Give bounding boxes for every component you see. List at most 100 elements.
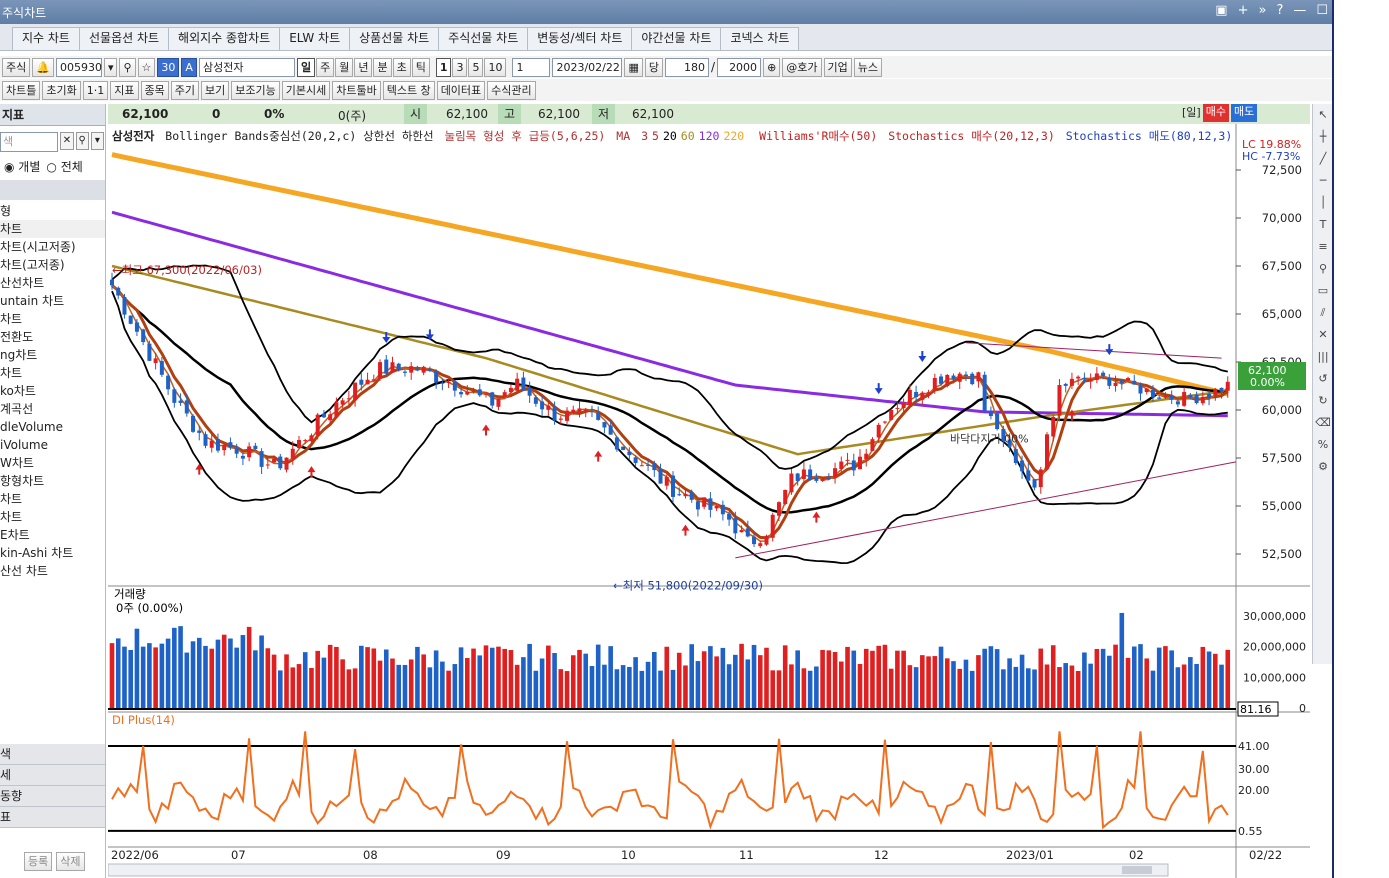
tab-6[interactable]: 변동성/섹터 차트 (527, 27, 633, 50)
hoga-button[interactable]: @호가 (782, 57, 822, 77)
undo-icon[interactable]: ↺ (1318, 372, 1328, 385)
toolbar2-button-10[interactable]: 텍스트 창 (382, 80, 435, 100)
indicator-section[interactable]: 색 (0, 744, 105, 765)
interval-button-3[interactable]: 10 (484, 57, 507, 77)
register-button[interactable]: 등록 (24, 852, 53, 871)
horizontal-line-icon[interactable]: ─ (1319, 174, 1327, 187)
multiplier-select[interactable]: 1 (512, 57, 551, 77)
text-icon[interactable]: T (1319, 218, 1327, 231)
tab-2[interactable]: 해외지수 종합차트 (168, 27, 281, 50)
indicator-item[interactable]: W차트 (0, 456, 34, 470)
cursor-icon[interactable]: ↖ (1318, 108, 1328, 121)
tab-4[interactable]: 상품선물 차트 (349, 27, 440, 50)
indicator-item[interactable]: kin-Ashi 차트 (0, 546, 74, 560)
crosshair-icon[interactable]: ┼ (1319, 130, 1327, 143)
toolbar2-button-5[interactable]: 주기 (170, 80, 199, 100)
layout-icon[interactable]: ▣ (1215, 3, 1228, 18)
tab-1[interactable]: 선물옵션 차트 (78, 27, 170, 50)
rectangle-icon[interactable]: ▭ (1317, 284, 1329, 297)
indicator-section[interactable]: 동향 (0, 786, 105, 807)
indicator-item[interactable]: E차트 (0, 528, 30, 542)
indicator-item[interactable]: iVolume (0, 438, 48, 452)
gann-icon[interactable]: ✕ (1318, 328, 1328, 341)
code-input[interactable]: 005930 (55, 57, 102, 77)
radio-individual[interactable]: ◉ 개별 (4, 160, 41, 174)
date-input[interactable]: 2023/02/22 (552, 57, 623, 77)
search-icon[interactable]: ⚲ (75, 132, 89, 150)
indicator-item[interactable]: untain 차트 (0, 294, 65, 308)
erase-icon[interactable]: ⌫ (1315, 416, 1331, 429)
toolbar2-button-6[interactable]: 보기 (201, 80, 230, 100)
toolbar2-button-12[interactable]: 수식관리 (487, 80, 536, 100)
plus-icon[interactable]: + (1237, 3, 1249, 18)
market-button[interactable]: 주식 (2, 57, 31, 77)
fibonacci-icon[interactable]: ≡ (1318, 240, 1328, 253)
indicator-item[interactable]: 전환도 (0, 330, 34, 344)
indicator-item[interactable]: ko차트 (0, 384, 36, 398)
zoom-icon[interactable]: ⊕ (763, 57, 781, 77)
settings-icon[interactable]: ⚙ (1318, 460, 1328, 473)
toolbar2-button-4[interactable]: 종목 (140, 80, 169, 100)
channel-icon[interactable]: ⫽ (1320, 306, 1326, 319)
toolbar2-button-9[interactable]: 차트툴바 (332, 80, 381, 100)
indicator-item[interactable]: 차트 (0, 312, 23, 326)
indicator-item[interactable]: 산선 차트 (0, 564, 48, 578)
indicator-item[interactable]: dleVolume (0, 420, 63, 434)
corp-button[interactable]: 기업 (823, 57, 852, 77)
tab-5[interactable]: 주식선물 차트 (438, 27, 529, 50)
sell-button[interactable]: 매도 (1230, 104, 1258, 122)
dropdown-icon[interactable]: ▾ (103, 57, 118, 77)
indicator-item[interactable]: ng차트 (0, 348, 38, 362)
magnifier-icon[interactable]: ⚲ (1318, 262, 1328, 275)
today-button[interactable]: 당 (644, 57, 664, 77)
period-badge[interactable]: 30 (157, 57, 180, 77)
redo-icon[interactable]: ↻ (1318, 394, 1328, 407)
indicator-item[interactable]: 차트 (0, 220, 105, 238)
indicator-item[interactable]: 차트 (0, 492, 23, 506)
percent-icon[interactable]: % (1317, 438, 1329, 451)
indicator-item[interactable]: 형 (0, 204, 12, 218)
indicator-item[interactable]: 계곡선 (0, 402, 34, 416)
period-button-1[interactable]: 주 (316, 57, 335, 77)
tab-3[interactable]: ELW 차트 (279, 27, 351, 50)
period-button-0[interactable]: 일 (296, 57, 316, 77)
chart-area[interactable]: 72,50070,00067,50065,00062,50060,00057,5… (108, 124, 1310, 878)
max-input[interactable]: 2000 (717, 57, 762, 77)
search-icon[interactable]: ⚲ (119, 57, 136, 77)
clear-icon[interactable]: ✕ (60, 132, 74, 150)
delete-button[interactable]: 삭제 (56, 852, 85, 871)
period-button-5[interactable]: 초 (392, 57, 411, 77)
period-button-4[interactable]: 분 (373, 57, 392, 77)
toolbar2-button-0[interactable]: 차트틀 (2, 80, 41, 100)
interval-button-1[interactable]: 3 (452, 57, 468, 77)
period-button-6[interactable]: 틱 (411, 57, 430, 77)
news-button[interactable]: 뉴스 (853, 57, 883, 77)
tab-0[interactable]: 지수 차트 (12, 27, 80, 50)
indicator-search-input[interactable]: 색 (0, 132, 59, 152)
grid-icon[interactable]: ||| (1317, 350, 1329, 363)
indicator-item[interactable]: 항형차트 (0, 474, 45, 488)
indicator-item[interactable]: 차트 (0, 366, 23, 380)
indicator-section[interactable]: 표 (0, 807, 105, 828)
toolbar2-button-8[interactable]: 기본시세 (281, 80, 331, 100)
toolbar2-button-3[interactable]: 지표 (110, 80, 139, 100)
indicator-item[interactable]: 차트 (0, 510, 23, 524)
interval-button-0[interactable]: 1 (435, 57, 452, 77)
expand-icon[interactable]: » (1258, 3, 1267, 18)
indicator-item[interactable]: 차트(시고저종) (0, 240, 76, 254)
menu-icon[interactable]: ▾ (90, 132, 104, 150)
toolbar2-button-7[interactable]: 보조기능 (231, 80, 280, 100)
minimize-icon[interactable]: — (1293, 3, 1307, 18)
toolbar2-button-1[interactable]: 초기화 (42, 80, 81, 100)
vertical-line-icon[interactable]: │ (1319, 196, 1327, 209)
toolbar2-button-11[interactable]: 데이터표 (436, 80, 486, 100)
star-icon[interactable]: ☆ (137, 57, 156, 77)
maximize-icon[interactable]: ☐ (1316, 3, 1328, 18)
period-button-2[interactable]: 월 (335, 57, 354, 77)
trendline-icon[interactable]: ╱ (1319, 152, 1327, 165)
help-icon[interactable]: ? (1276, 3, 1284, 18)
period-button-3[interactable]: 년 (354, 57, 373, 77)
interval-button-2[interactable]: 5 (468, 57, 484, 77)
indicator-section[interactable]: 세 (0, 765, 105, 786)
buy-button[interactable]: 매수 (1202, 104, 1229, 122)
